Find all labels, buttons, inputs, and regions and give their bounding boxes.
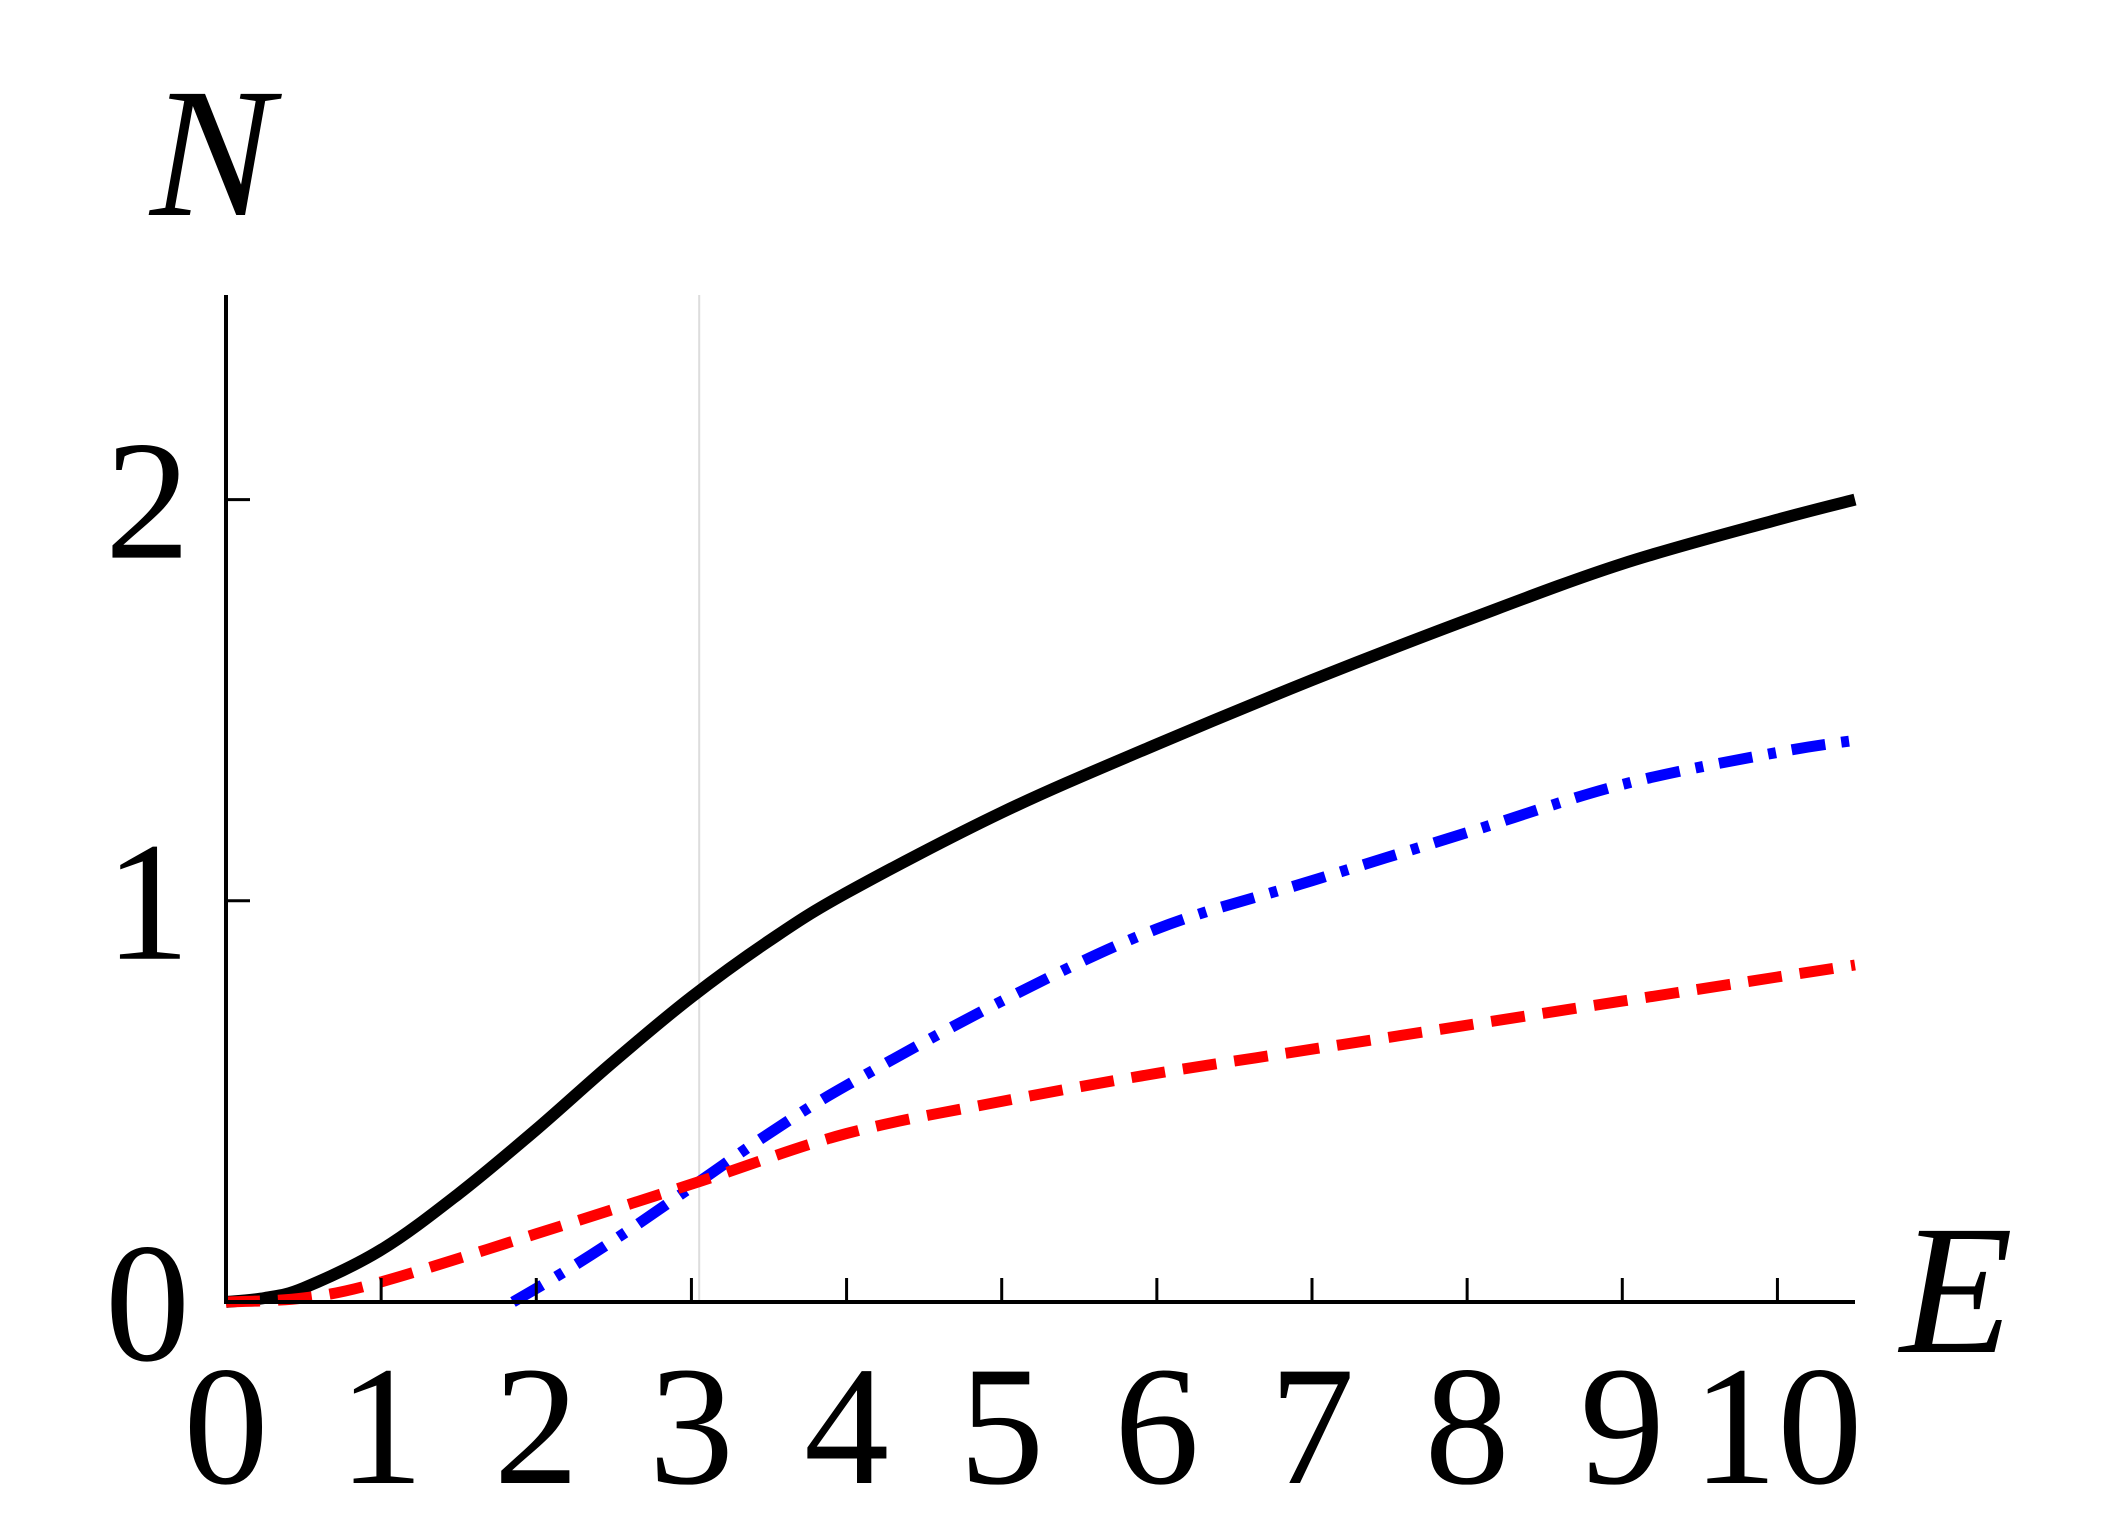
x-tick-label: 8 bbox=[1425, 1332, 1510, 1520]
y-tick-label: 1 bbox=[105, 808, 190, 996]
series-dash-dot-line bbox=[510, 734, 1856, 1307]
x-tick-label: 5 bbox=[959, 1332, 1044, 1520]
y-tick-label: 2 bbox=[105, 407, 190, 595]
x-tick-label: 3 bbox=[649, 1332, 734, 1520]
axes bbox=[224, 295, 1855, 1304]
series-layer bbox=[225, 493, 1857, 1308]
x-axis-title: E bbox=[1897, 1188, 2013, 1393]
x-tick-label: 9 bbox=[1580, 1332, 1665, 1520]
x-tick-label: 1 bbox=[339, 1332, 424, 1520]
x-tick-label: 6 bbox=[1114, 1332, 1199, 1520]
series-dashed-line bbox=[225, 959, 1856, 1308]
x-tick-label: 2 bbox=[494, 1332, 579, 1520]
x-tick-label: 10 bbox=[1692, 1332, 1862, 1520]
x-tick-label: 7 bbox=[1270, 1332, 1355, 1520]
y-tick-label: 0 bbox=[105, 1209, 190, 1397]
series-solid-line bbox=[225, 493, 1857, 1308]
x-tick-label: 0 bbox=[184, 1332, 269, 1520]
y-axis-title: N bbox=[148, 51, 282, 256]
x-tick-label: 4 bbox=[804, 1332, 889, 1520]
